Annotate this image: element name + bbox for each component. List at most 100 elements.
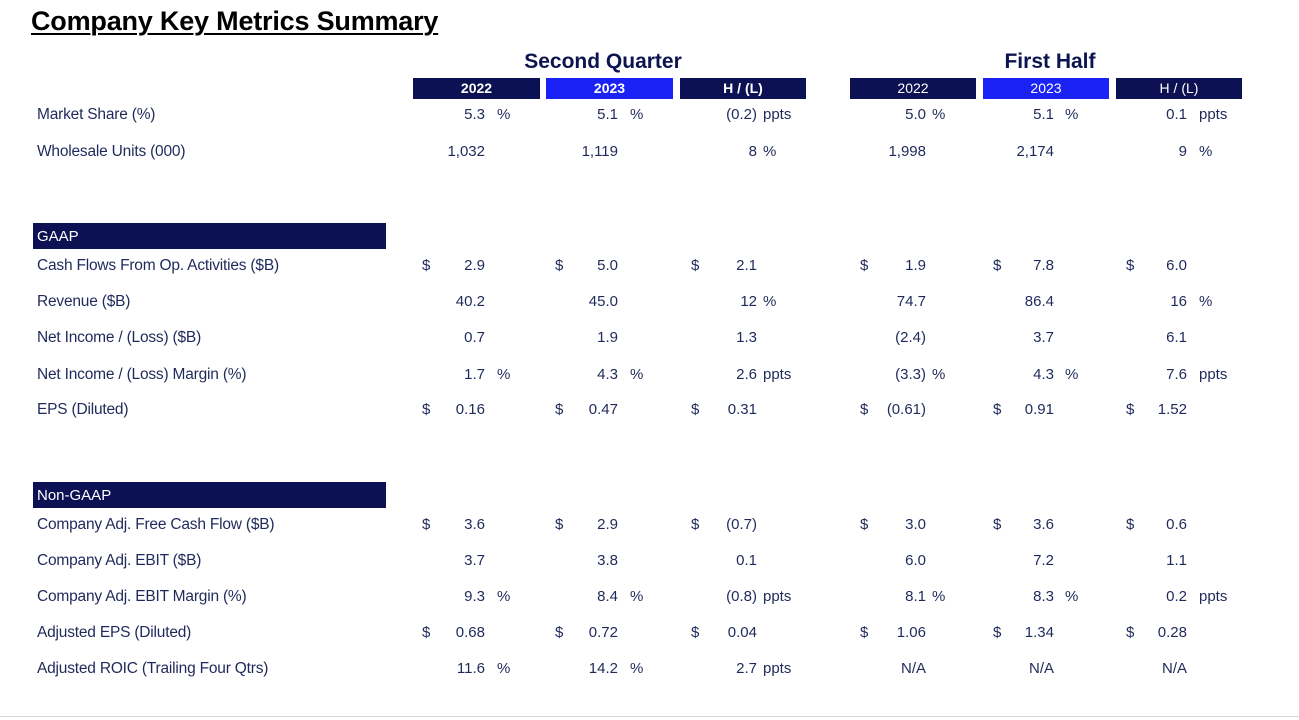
- cell-unit: ppts: [1199, 366, 1228, 383]
- currency-symbol: $: [691, 257, 700, 274]
- cell-unit: %: [932, 106, 946, 123]
- header-h1-2023: 2023: [983, 78, 1109, 99]
- row-label: Market Share (%): [37, 106, 156, 123]
- cell-value: 6.1: [1166, 329, 1187, 346]
- cell-unit: %: [497, 106, 511, 123]
- table-row: Net Income / (Loss) ($B) 0.7 1.9 1.3 (2.4) 3.…: [0, 329, 1299, 351]
- cell-value: 5.1: [597, 106, 618, 123]
- table-row: Wholesale Units (000) 1,032 1,119 8% 1,998 2,…: [0, 143, 1299, 165]
- header-h1-2022: 2022: [850, 78, 976, 99]
- cell-value: 8.3: [1033, 588, 1054, 605]
- cell-value: 1.1: [1166, 552, 1187, 569]
- row-label: EPS (Diluted): [37, 401, 129, 418]
- row-label: Wholesale Units (000): [37, 143, 186, 160]
- cell-value: 0.72: [588, 624, 618, 641]
- cell-value: 2.6: [736, 366, 757, 383]
- cell-value: 0.1: [736, 552, 757, 569]
- currency-symbol: $: [993, 257, 1002, 274]
- cell-unit: ppts: [1199, 106, 1228, 123]
- cell-value: 3.6: [464, 516, 485, 533]
- cell-value: 1.06: [896, 624, 926, 641]
- cell-value: 0.04: [727, 624, 757, 641]
- cell-value: 1.7: [464, 366, 485, 383]
- currency-symbol: $: [555, 516, 564, 533]
- table-row: Revenue ($B) 40.2 45.0 12% 74.7 86.4 16%: [0, 293, 1299, 315]
- row-label: Company Adj. Free Cash Flow ($B): [37, 516, 275, 533]
- row-label: Net Income / (Loss) ($B): [37, 329, 202, 346]
- cell-value: 0.68: [455, 624, 485, 641]
- cell-unit: %: [630, 660, 644, 677]
- row-label: Cash Flows From Op. Activities ($B): [37, 257, 279, 274]
- currency-symbol: $: [1126, 624, 1135, 641]
- cell-value: 1.9: [905, 257, 926, 274]
- cell-value: 6.0: [1166, 257, 1187, 274]
- cell-value: 3.7: [464, 552, 485, 569]
- cell-value: (0.8): [726, 588, 757, 605]
- cell-unit: ppts: [763, 660, 792, 677]
- cell-value: 16: [1170, 293, 1187, 310]
- currency-symbol: $: [422, 401, 431, 418]
- cell-value: 2.9: [464, 257, 485, 274]
- currency-symbol: $: [1126, 401, 1135, 418]
- cell-unit: %: [1199, 293, 1213, 310]
- cell-value: 7.8: [1033, 257, 1054, 274]
- cell-value: 9.3: [464, 588, 485, 605]
- cell-value: 5.0: [905, 106, 926, 123]
- currency-symbol: $: [555, 624, 564, 641]
- table-row: Adjusted ROIC (Trailing Four Qtrs) 11.6% 1…: [0, 660, 1299, 682]
- cell-value: 2.1: [736, 257, 757, 274]
- cell-value: (0.61): [886, 401, 926, 418]
- cell-value: 12: [740, 293, 757, 310]
- cell-value: 3.8: [597, 552, 618, 569]
- cell-value: 1,032: [447, 143, 485, 160]
- header-q2-change: H / (L): [680, 78, 806, 99]
- currency-symbol: $: [860, 624, 869, 641]
- cell-value: N/A: [1028, 660, 1054, 677]
- table-row: EPS (Diluted) $0.16 $0.47 $0.31 $ (0.61) $0.91…: [0, 401, 1299, 423]
- cell-value: 2.9: [597, 516, 618, 533]
- cell-value: 2,174: [1016, 143, 1054, 160]
- cell-value: 7.2: [1033, 552, 1054, 569]
- cell-unit: ppts: [763, 106, 792, 123]
- cell-value: 86.4: [1024, 293, 1054, 310]
- cell-value: 0.7: [464, 329, 485, 346]
- row-label: Revenue ($B): [37, 293, 131, 310]
- currency-symbol: $: [993, 624, 1002, 641]
- cell-value: 7.6: [1166, 366, 1187, 383]
- cell-unit: %: [630, 366, 644, 383]
- cell-value: 0.2: [1166, 588, 1187, 605]
- cell-value: 1,998: [888, 143, 926, 160]
- cell-value: 1.3: [736, 329, 757, 346]
- currency-symbol: $: [422, 516, 431, 533]
- cell-value: 45.0: [588, 293, 618, 310]
- cell-value: 3.0: [905, 516, 926, 533]
- cell-value: 1,119: [581, 143, 618, 160]
- cell-unit: %: [763, 143, 777, 160]
- currency-symbol: $: [422, 257, 431, 274]
- currency-symbol: $: [993, 401, 1002, 418]
- table-row: Cash Flows From Op. Activities ($B) $2.9 $…: [0, 257, 1299, 279]
- cell-value: (0.7): [726, 516, 757, 533]
- currency-symbol: $: [860, 257, 869, 274]
- cell-value: 0.6: [1166, 516, 1187, 533]
- cell-unit: ppts: [763, 366, 792, 383]
- cell-unit: %: [497, 588, 511, 605]
- cell-value: 8.1: [905, 588, 926, 605]
- cell-value: 4.3: [597, 366, 618, 383]
- cell-value: 5.0: [597, 257, 618, 274]
- cell-unit: %: [1065, 366, 1079, 383]
- page-divider: [0, 716, 1299, 717]
- cell-value: 1.52: [1157, 401, 1187, 418]
- cell-unit: %: [932, 588, 946, 605]
- cell-value: 0.31: [727, 401, 757, 418]
- currency-symbol: $: [691, 516, 700, 533]
- currency-symbol: $: [1126, 257, 1135, 274]
- currency-symbol: $: [1126, 516, 1135, 533]
- header-q2-2023: 2023: [546, 78, 673, 99]
- currency-symbol: $: [860, 401, 869, 418]
- cell-unit: %: [1065, 106, 1079, 123]
- cell-unit: %: [932, 366, 946, 383]
- cell-value: 5.3: [464, 106, 485, 123]
- cell-unit: %: [1199, 143, 1213, 160]
